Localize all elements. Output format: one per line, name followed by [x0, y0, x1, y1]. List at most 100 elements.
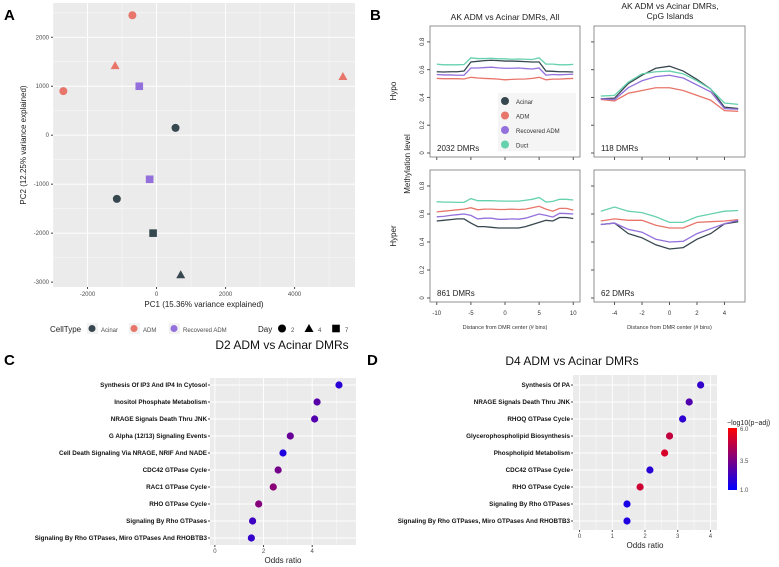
panel-label-c: C: [4, 352, 15, 369]
legend-swatch: [278, 324, 286, 333]
legend-label: Duct: [516, 144, 529, 150]
y-tick-label: 0.6: [420, 209, 426, 218]
pathway-label: Signaling By Rho GTPases: [126, 518, 207, 525]
pca-point: [112, 194, 121, 203]
series-line-adm: [436, 205, 574, 213]
pathway-label: RHOQ GTPase Cycle: [507, 416, 570, 423]
legend-label: Acinar: [101, 328, 118, 334]
series-line-recovered-adm: [600, 74, 739, 110]
pathway-label: NRAGE Signals Death Thru JNK: [474, 399, 571, 406]
x-tick-label: 1: [611, 534, 615, 540]
pathway-point: [335, 381, 343, 389]
pathway-label: RHO GTPase Cycle: [512, 484, 570, 491]
pathway-label: Signaling By Rho GTPases: [489, 501, 570, 508]
x-tick-label: 10: [570, 311, 577, 317]
legend-swatch: [501, 126, 509, 134]
pathway-label: CDC42 GTPase Cycle: [506, 467, 571, 474]
row-label-hypo: Hypo: [389, 81, 398, 100]
pca-point: [110, 61, 120, 70]
x-tick-label: -2: [639, 311, 645, 317]
pathway-point: [685, 398, 693, 406]
series-line-duct: [600, 70, 739, 106]
pathway-point: [697, 381, 705, 389]
series-line-adm: [436, 76, 574, 81]
y-tick-label: 1000: [36, 84, 50, 90]
dmr-count-label: 118 DMRs: [601, 144, 638, 153]
series-line-acinar: [436, 59, 574, 73]
x-tick-label: 5: [537, 311, 541, 317]
legend-label: 7: [345, 328, 349, 334]
colorbar-title: −log10(p−adj): [727, 420, 770, 427]
x-axis-label: PC1 (15.36% variance explained): [144, 300, 264, 309]
x-tick-label: 4: [709, 534, 713, 540]
x-axis-label: Distance from DMR center (# bins): [463, 325, 548, 331]
panel-a-plot-area: [53, 3, 355, 287]
dmr-count-label: 2032 DMRs: [437, 144, 479, 153]
legend-title-day: Day: [258, 325, 272, 334]
y-tick-label: 0: [420, 296, 426, 300]
colorbar-tick-label: 6.0: [740, 427, 749, 433]
dmr-count-label: 62 DMRs: [601, 289, 634, 298]
pathway-label: NRAGE Signals Death Thru JNK: [111, 416, 208, 423]
pathway-point: [269, 483, 277, 491]
x-tick-label: 0: [213, 549, 217, 555]
legend-swatch: [130, 325, 138, 332]
y-tick-label: 0: [46, 133, 50, 139]
pca-point: [145, 175, 154, 184]
pca-point: [59, 87, 68, 96]
pathway-label: G Alpha (12/13) Signaling Events: [109, 433, 208, 440]
pathway-point: [248, 517, 257, 525]
y-tick-label: 2000: [36, 35, 50, 41]
series-line-duct: [436, 196, 574, 204]
column-title-cpg: AK ADM vs Acinar DMRs, CpG Islands: [621, 1, 718, 21]
legend-swatch: [501, 140, 509, 149]
legend-label: Acinar: [516, 100, 533, 106]
pathway-point: [623, 500, 631, 508]
x-tick-label: 0: [503, 311, 507, 317]
pathway-label: Signaling By Rho GTPases, Miro GTPases A…: [398, 518, 571, 525]
legend-label: 2: [291, 328, 295, 334]
legend-label: 4: [318, 328, 322, 334]
y-tick-label: 0.8: [420, 181, 426, 190]
pca-point: [128, 11, 137, 20]
x-tick-label: -5: [468, 311, 474, 317]
legend-title-celltype: CellType: [50, 325, 82, 334]
y-axis-label: PC2 (12.25% variance explained): [19, 85, 28, 205]
series-line-recovered-adm: [436, 212, 574, 220]
series-line-acinar: [600, 221, 739, 250]
x-tick-label: 4: [723, 311, 727, 317]
methylation-panel: [429, 169, 581, 303]
y-tick-label: -2000: [34, 231, 50, 237]
y-tick-label: 0.6: [420, 65, 426, 74]
panel-label-d: D: [367, 352, 378, 369]
pathway-label: Synthesis Of IP3 And IP4 In Cytosol: [100, 382, 207, 389]
x-axis-label: Distance from DMR center (# bins): [627, 325, 712, 331]
y-tick-label: -1000: [34, 182, 50, 188]
x-tick-label: 4000: [288, 292, 302, 298]
pathway-point: [255, 500, 263, 508]
pathway-point: [247, 534, 255, 542]
x-tick-label: 0: [668, 311, 672, 317]
column-title-line: CpG Islands: [647, 11, 694, 21]
pathway-point: [646, 466, 654, 474]
pathway-point: [679, 415, 687, 423]
legend-swatch: [501, 97, 509, 105]
pca-point: [135, 82, 144, 91]
column-title-line: AK ADM vs Acinar DMRs,: [621, 1, 718, 11]
x-tick-label: -10: [432, 311, 441, 317]
legend-label: ADM: [516, 115, 529, 121]
panel-label-a: A: [4, 7, 15, 24]
x-tick-label: 0: [155, 292, 159, 298]
colorbar-tick-label: 3.5: [740, 459, 749, 465]
pathway-label: Cell Death Signaling Via NRAGE, NRIF And…: [59, 450, 207, 457]
y-tick-label: 0.4: [420, 237, 426, 246]
legend-swatch: [170, 325, 178, 332]
methylation-panel: [593, 25, 746, 158]
methylation-panel: [593, 169, 746, 303]
pathway-point: [661, 449, 669, 457]
series-line-acinar: [600, 65, 739, 110]
pathway-label: Inositol Phosphate Metabolism: [114, 399, 207, 406]
x-tick-label: 2: [643, 534, 647, 540]
column-title-all: AK ADM vs Acinar DMRs, All: [451, 12, 560, 22]
